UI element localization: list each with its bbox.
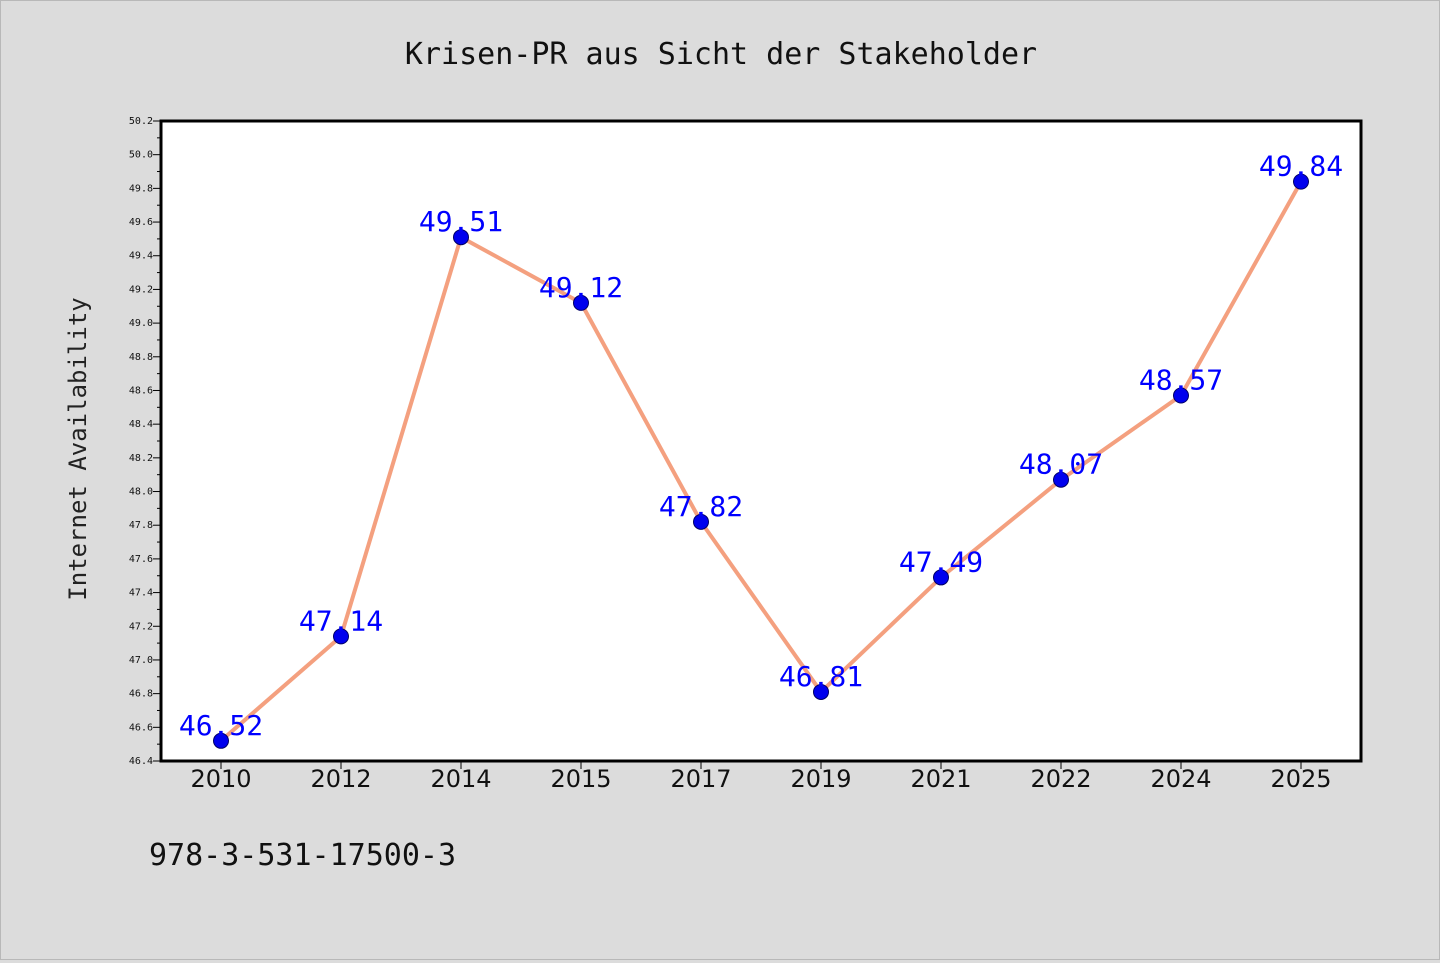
y-tick-label: 49.4 xyxy=(129,251,153,262)
data-point xyxy=(933,569,949,586)
y-tick-label: 49.8 xyxy=(129,183,153,194)
series-line xyxy=(219,179,1303,743)
data-point xyxy=(1053,471,1069,488)
y-tick-label: 49.6 xyxy=(129,217,153,228)
y-tick-label: 47.2 xyxy=(129,621,153,632)
data-label: 48.57 xyxy=(1139,364,1223,397)
data-point xyxy=(453,229,469,246)
chart-title: Krisen-PR aus Sicht der Stakeholder xyxy=(405,37,1037,72)
x-tick-label: 2010 xyxy=(190,765,251,793)
x-tick-label: 2022 xyxy=(1030,765,1091,793)
data-label: 49.84 xyxy=(1259,150,1343,183)
x-axis: 2010 2012 2014 2015 2017 2019 2021 2022 2024 2025 xyxy=(190,761,1332,793)
x-tick-label: 2025 xyxy=(1270,765,1331,793)
data-label: 47.49 xyxy=(899,545,983,578)
data-label: 47.82 xyxy=(659,490,743,523)
y-tick-label: 50.2 xyxy=(129,116,153,127)
x-tick-label: 2024 xyxy=(1150,765,1211,793)
data-label: 49.51 xyxy=(419,205,503,238)
data-point xyxy=(693,513,709,530)
data-point xyxy=(573,294,589,311)
x-tick-label: 2014 xyxy=(430,765,491,793)
y-tick-label: 47.4 xyxy=(129,588,153,599)
x-tick-label: 2017 xyxy=(670,765,731,793)
plot-area xyxy=(161,121,1361,761)
data-label: 46.81 xyxy=(779,660,863,693)
data-point xyxy=(1293,173,1309,190)
y-tick-label: 46.8 xyxy=(129,689,153,700)
y-tick-label: 46.4 xyxy=(129,756,153,767)
data-point xyxy=(813,683,829,700)
isbn-text: 978-3-531-17500-3 xyxy=(149,838,456,873)
data-label: 46.52 xyxy=(179,709,263,742)
x-tick-label: 2021 xyxy=(910,765,971,793)
data-point xyxy=(1173,387,1189,404)
y-axis: 46.4 46.6 46.8 47.0 47.2 47.4 47.6 47.8 48.0 48.2… xyxy=(129,116,161,767)
data-label: 49.12 xyxy=(539,271,623,304)
x-tick-label: 2012 xyxy=(310,765,371,793)
y-tick-label: 47.8 xyxy=(129,520,153,531)
y-tick-label: 48.8 xyxy=(129,352,153,363)
plot-frame xyxy=(159,119,1363,763)
y-tick-label: 49.0 xyxy=(129,318,153,329)
y-axis-label: Internet Availability xyxy=(64,297,92,600)
y-tick-label: 49.2 xyxy=(129,284,153,295)
data-point xyxy=(213,732,229,749)
x-tick-label: 2019 xyxy=(790,765,851,793)
series-layer: 46.52 47.14 49.51 49.12 47.82 46.81 47.49 48.07… xyxy=(179,150,1343,749)
y-tick-label: 48.4 xyxy=(129,419,153,430)
data-label: 48.07 xyxy=(1019,448,1103,481)
y-tick-label: 47.0 xyxy=(129,655,153,666)
y-tick-label: 48.0 xyxy=(129,487,153,498)
x-tick-label: 2015 xyxy=(550,765,611,793)
y-tick-label: 47.6 xyxy=(129,554,153,565)
data-point xyxy=(333,628,349,645)
y-tick-label: 50.0 xyxy=(129,150,153,161)
y-tick-label: 48.2 xyxy=(129,453,153,464)
data-label: 47.14 xyxy=(299,604,383,637)
y-tick-label: 48.6 xyxy=(129,385,153,396)
y-tick-label: 46.6 xyxy=(129,722,153,733)
